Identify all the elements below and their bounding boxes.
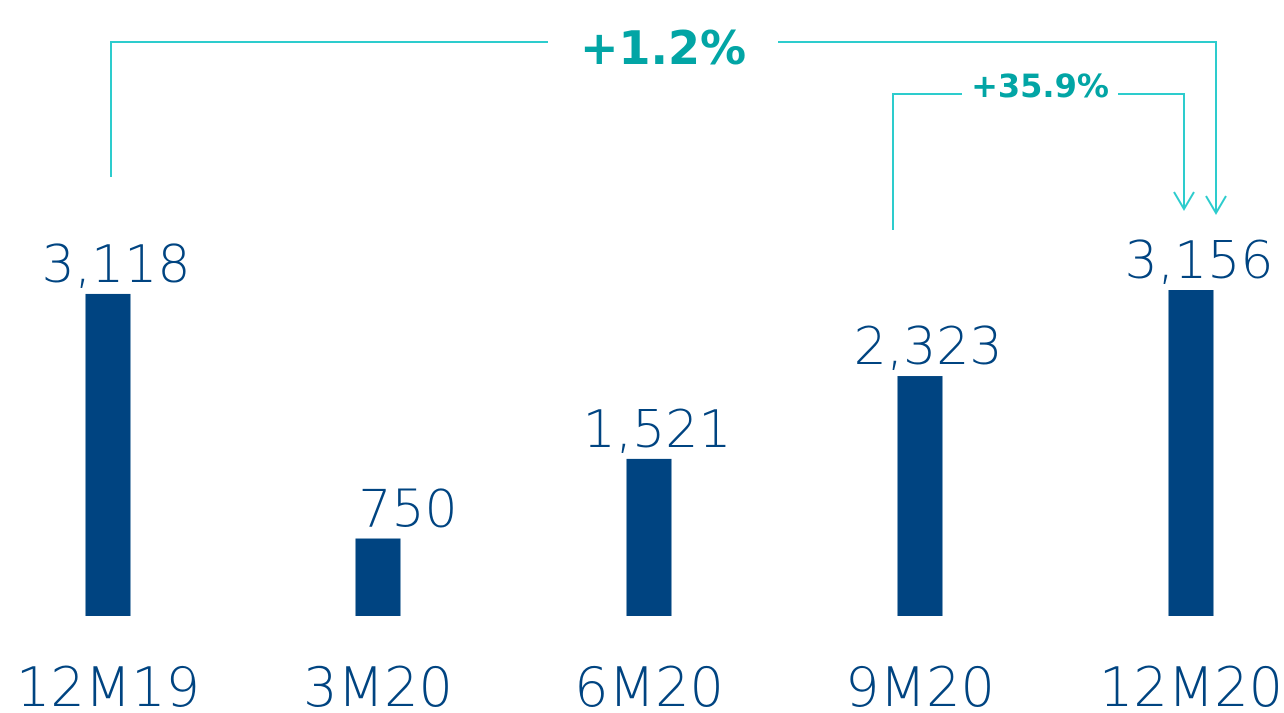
value-label-9m20: 2,323	[854, 317, 1003, 377]
annotations-group: +1.2% +35.9%	[110, 21, 1227, 230]
annotation-bracket-12m19-12m20	[110, 41, 1217, 212]
value-label-3m20: 750	[358, 480, 457, 540]
bars-group	[85, 290, 1214, 616]
category-label-9m20: 9M20	[845, 656, 995, 713]
annotation-label-1-2-percent: +1.2%	[580, 21, 746, 75]
value-label-12m20: 3,156	[1125, 231, 1274, 291]
value-labels-group: 3,118 750 1,521 2,323 3,156	[42, 231, 1274, 540]
bar-9m20	[897, 376, 943, 616]
value-label-12m19: 3,118	[42, 235, 191, 295]
arrowhead-12m20-short	[1173, 191, 1195, 211]
category-label-12m20: 12M20	[1099, 656, 1283, 713]
value-label-6m20: 1,521	[583, 400, 732, 460]
bar-12m20	[1168, 290, 1214, 616]
annotation-label-35-9-percent: +35.9%	[971, 67, 1109, 105]
category-labels-group: 12M19 3M20 6M20 9M20 12M20	[16, 656, 1283, 713]
category-label-6m20: 6M20	[574, 656, 724, 713]
bar-6m20	[626, 458, 672, 616]
annotation-bracket-9m20-12m20	[892, 93, 1185, 230]
category-label-3m20: 3M20	[303, 656, 453, 713]
category-label-12m19: 12M19	[16, 656, 200, 713]
bar-12m19	[85, 293, 131, 616]
arrowhead-12m20-long	[1205, 195, 1227, 215]
bar-3m20	[355, 538, 401, 616]
